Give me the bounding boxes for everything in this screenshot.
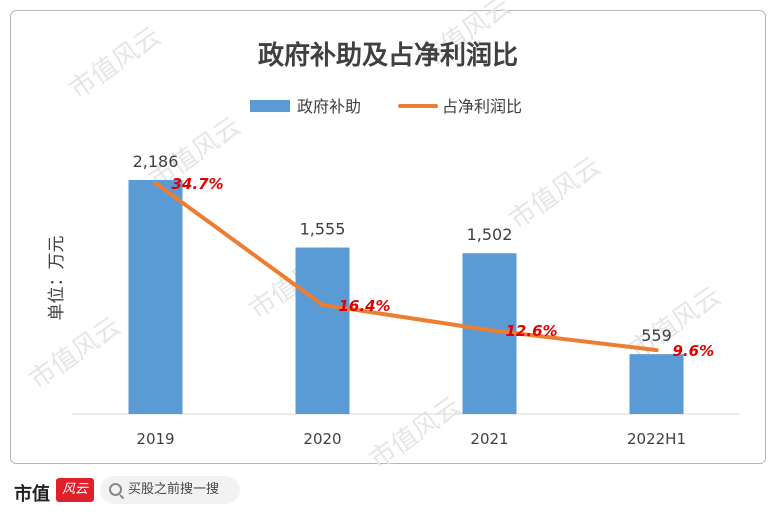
bar-value-labels: 2,186 1,555 1,502 559 (133, 152, 672, 345)
bar (128, 180, 183, 414)
bar (295, 247, 350, 414)
bar (629, 354, 684, 414)
line-point (654, 348, 659, 353)
bar-series (128, 180, 684, 414)
bar-value-label: 1,555 (300, 220, 346, 239)
x-tick-label: 2021 (470, 430, 508, 448)
bar-value-label: 2,186 (133, 152, 179, 171)
y-axis-label: 单位：万元 (47, 236, 67, 321)
legend-label-subsidy: 政府补助 (297, 97, 361, 116)
watermark-text: 市值风云 (364, 391, 466, 466)
x-axis-ticks: 2019 2020 2021 2022H1 (136, 430, 686, 448)
line-point (487, 328, 492, 333)
bar-value-label: 1,502 (467, 225, 513, 244)
legend: 政府补助 占净利润比 (250, 97, 522, 116)
legend-swatch-bar (250, 100, 290, 112)
line-value-labels: 34.7% 16.4% 12.6% 9.6% (172, 175, 715, 360)
line-point (320, 302, 325, 307)
bar-value-label: 559 (641, 326, 672, 345)
watermark-text: 市值风云 (504, 151, 606, 235)
line-value-label: 16.4% (339, 297, 391, 315)
search-box[interactable]: 买股之前搜一搜 (100, 476, 240, 504)
chart-title: 政府补助及占净利润比 (258, 40, 518, 71)
ratio-line (153, 181, 659, 353)
brand-logo: 风云 (56, 478, 94, 502)
line-value-label: 9.6% (673, 342, 715, 360)
x-tick-label: 2022H1 (627, 430, 686, 448)
x-tick-label: 2020 (303, 430, 341, 448)
line-value-label: 34.7% (172, 175, 224, 193)
watermark-text: 市值风云 (24, 311, 126, 395)
watermark-text: 市值风云 (64, 21, 166, 105)
line-series (153, 181, 659, 353)
search-icon (109, 483, 122, 496)
legend-label-ratio: 占净利润比 (442, 97, 522, 116)
x-tick-label: 2019 (136, 430, 174, 448)
line-value-label: 12.6% (506, 322, 558, 340)
footer: 市值 风云 买股之前搜一搜 (0, 466, 776, 514)
search-text: 买股之前搜一搜 (128, 482, 220, 497)
footer-brand: 市值 (14, 484, 50, 505)
line-point (153, 181, 158, 185)
